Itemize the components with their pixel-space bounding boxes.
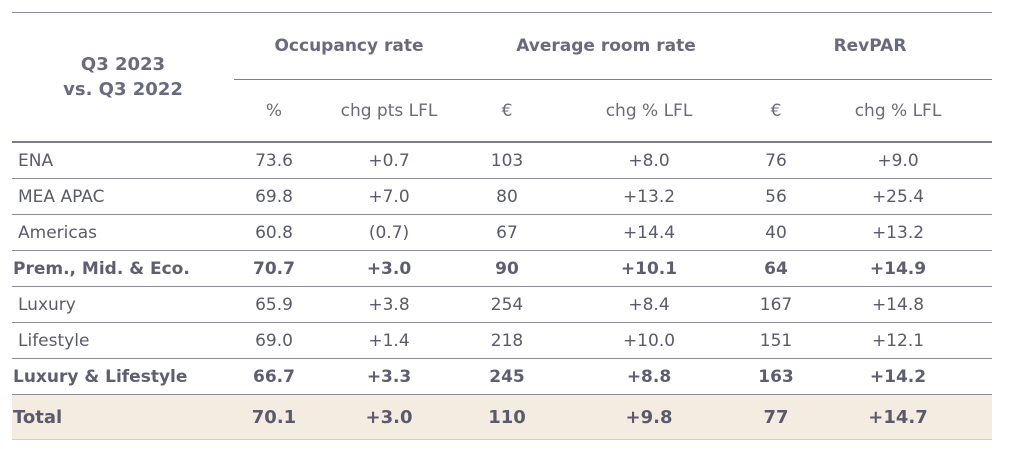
cell-room-rate: 110 [464, 394, 550, 440]
cell-revpar-change: +9.0 [804, 142, 992, 179]
row-label: Prem., Mid. & Eco. [12, 250, 234, 287]
cell-occupancy: 70.1 [234, 394, 314, 440]
cell-occupancy: 69.8 [234, 178, 314, 215]
group-average-room-rate: Average room rate [464, 13, 748, 80]
cell-room-rate: 80 [464, 178, 550, 215]
subheader-occ-chg: chg pts LFL [314, 79, 464, 143]
cell-room-rate-change: +8.4 [550, 286, 748, 323]
group-occupancy-rate: Occupancy rate [234, 13, 464, 80]
table-row: Americas 60.8 (0.7) 67 +14.4 40 +13.2 [12, 214, 992, 251]
cell-revpar-change: +13.2 [804, 214, 992, 251]
kpi-table: Q3 2023 vs. Q3 2022 Occupancy rate Avera… [12, 12, 992, 440]
cell-room-rate-change: +8.0 [550, 142, 748, 179]
subheader-revpar-euro: € [748, 79, 804, 143]
subtotal-row: Luxury & Lifestyle 66.7 +3.3 245 +8.8 16… [12, 358, 992, 395]
cell-revpar: 151 [748, 322, 804, 359]
cell-occupancy-change: +7.0 [314, 178, 464, 215]
subheader-occ-percent: % [234, 79, 314, 143]
subheader-revpar-chg: chg % LFL [804, 79, 992, 143]
cell-occupancy: 66.7 [234, 358, 314, 395]
period-header: Q3 2023 vs. Q3 2022 [12, 13, 234, 143]
table-row: MEA APAC 69.8 +7.0 80 +13.2 56 +25.4 [12, 178, 992, 215]
table-row: Lifestyle 69.0 +1.4 218 +10.0 151 +12.1 [12, 322, 992, 359]
group-revpar: RevPAR [748, 13, 992, 80]
cell-occupancy: 73.6 [234, 142, 314, 179]
cell-revpar: 76 [748, 142, 804, 179]
cell-occupancy-change: +1.4 [314, 322, 464, 359]
row-label: ENA [12, 142, 234, 179]
cell-room-rate: 218 [464, 322, 550, 359]
sub-header-row: % chg pts LFL € chg % LFL € chg % LFL [12, 79, 992, 143]
total-row: Total 70.1 +3.0 110 +9.8 77 +14.7 [12, 394, 992, 440]
cell-revpar-change: +25.4 [804, 178, 992, 215]
table-row: Luxury 65.9 +3.8 254 +8.4 167 +14.8 [12, 286, 992, 323]
top-rule [12, 12, 992, 13]
table-body: ENA 73.6 +0.7 103 +8.0 76 +9.0 MEA APAC … [12, 142, 992, 440]
cell-room-rate: 245 [464, 358, 550, 395]
row-label: Luxury & Lifestyle [12, 358, 234, 395]
table-row: ENA 73.6 +0.7 103 +8.0 76 +9.0 [12, 142, 992, 179]
cell-occupancy: 70.7 [234, 250, 314, 287]
row-label: Americas [12, 214, 234, 251]
period-line-2: vs. Q3 2022 [63, 79, 183, 100]
cell-occupancy-change: +3.0 [314, 250, 464, 287]
cell-occupancy-change: +0.7 [314, 142, 464, 179]
cell-occupancy: 65.9 [234, 286, 314, 323]
cell-revpar: 167 [748, 286, 804, 323]
subheader-arr-chg: chg % LFL [550, 79, 748, 143]
cell-revpar-change: +12.1 [804, 322, 992, 359]
cell-room-rate-change: +14.4 [550, 214, 748, 251]
cell-room-rate: 90 [464, 250, 550, 287]
row-label: MEA APAC [12, 178, 234, 215]
row-label: Luxury [12, 286, 234, 323]
cell-room-rate-change: +13.2 [550, 178, 748, 215]
cell-occupancy-change: +3.3 [314, 358, 464, 395]
cell-revpar-change: +14.7 [804, 394, 992, 440]
cell-room-rate-change: +10.0 [550, 322, 748, 359]
subtotal-row: Prem., Mid. & Eco. 70.7 +3.0 90 +10.1 64… [12, 250, 992, 287]
cell-occupancy-change: +3.8 [314, 286, 464, 323]
row-label: Total [12, 394, 234, 440]
cell-room-rate: 254 [464, 286, 550, 323]
cell-revpar-change: +14.8 [804, 286, 992, 323]
cell-room-rate-change: +8.8 [550, 358, 748, 395]
row-label: Lifestyle [12, 322, 234, 359]
cell-revpar: 163 [748, 358, 804, 395]
group-header-row: Q3 2023 vs. Q3 2022 Occupancy rate Avera… [12, 13, 992, 143]
cell-revpar-change: +14.2 [804, 358, 992, 395]
cell-occupancy: 69.0 [234, 322, 314, 359]
cell-room-rate-change: +10.1 [550, 250, 748, 287]
cell-room-rate: 67 [464, 214, 550, 251]
cell-occupancy-change: +3.0 [314, 394, 464, 440]
cell-revpar: 56 [748, 178, 804, 215]
kpi-table-container: Q3 2023 vs. Q3 2022 Occupancy rate Avera… [12, 12, 992, 440]
cell-revpar: 77 [748, 394, 804, 440]
cell-revpar-change: +14.9 [804, 250, 992, 287]
period-line-1: Q3 2023 [80, 54, 166, 75]
cell-revpar: 40 [748, 214, 804, 251]
subheader-arr-euro: € [464, 79, 550, 143]
cell-room-rate-change: +9.8 [550, 394, 748, 440]
cell-occupancy: 60.8 [234, 214, 314, 251]
cell-room-rate: 103 [464, 142, 550, 179]
cell-occupancy-change: (0.7) [314, 214, 464, 251]
cell-revpar: 64 [748, 250, 804, 287]
